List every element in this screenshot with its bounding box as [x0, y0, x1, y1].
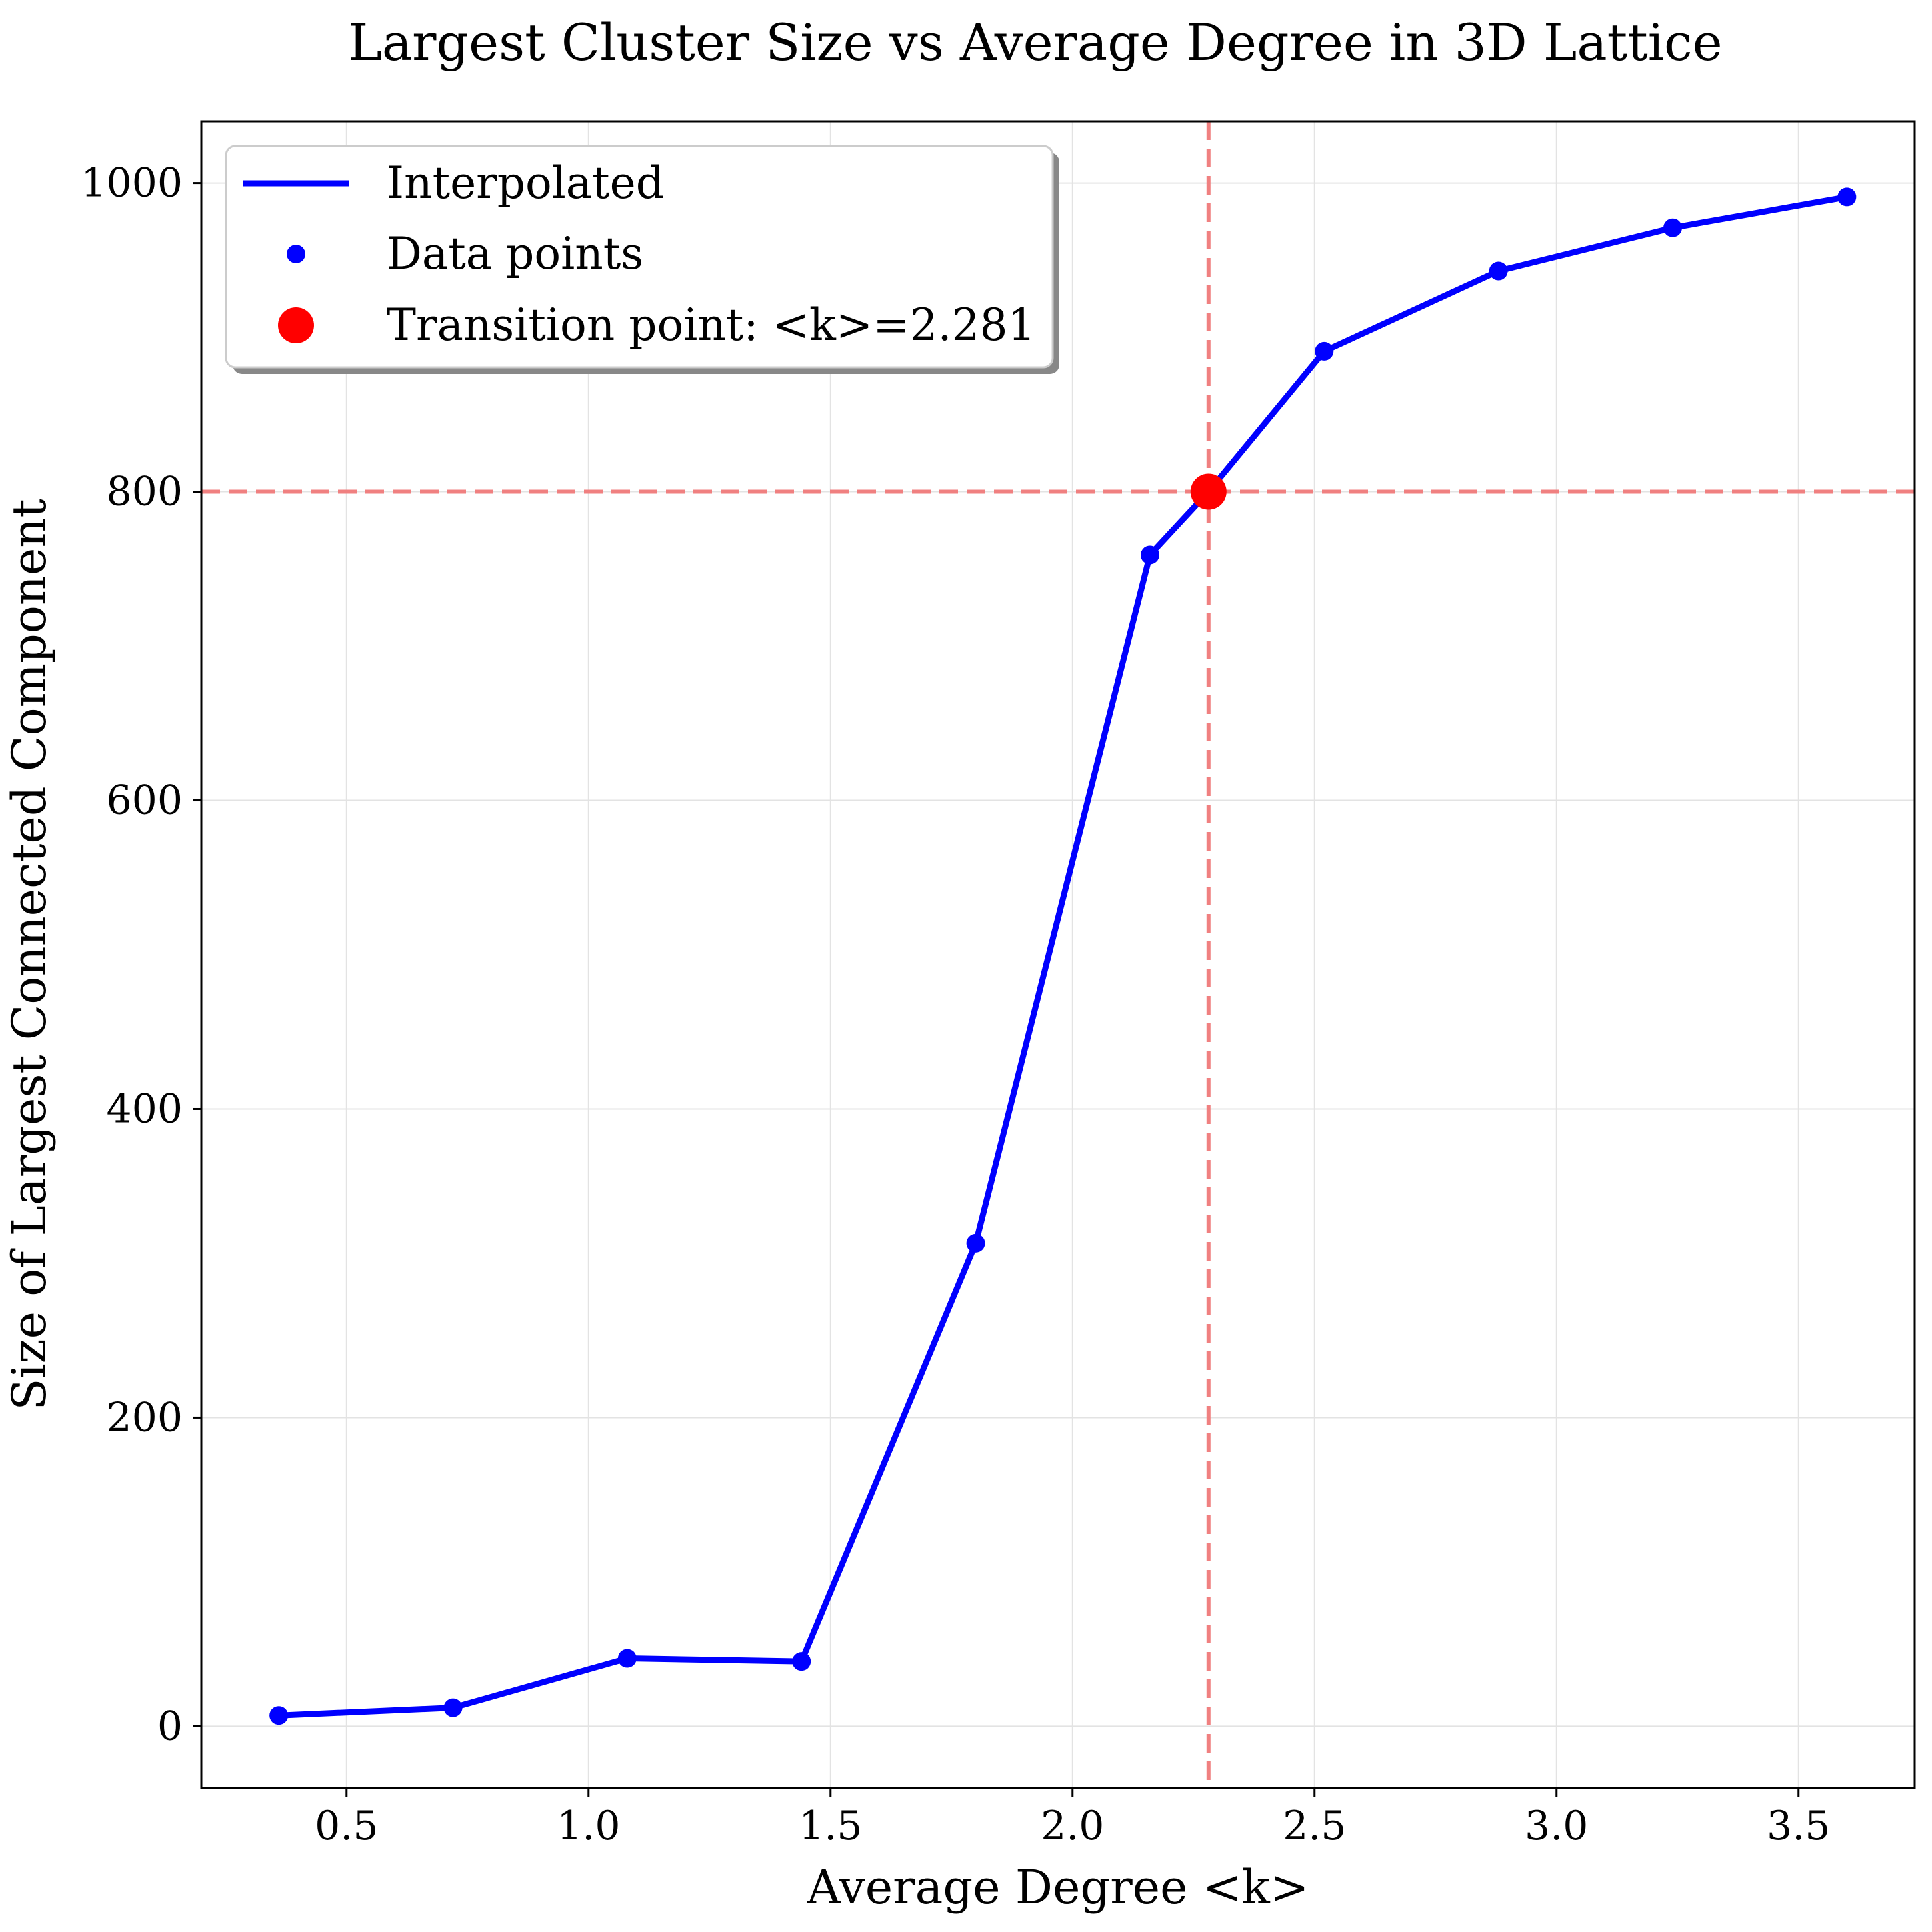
y-tick-label: 200: [106, 1394, 183, 1441]
legend: Interpolated Data points Transition poin…: [225, 145, 1059, 374]
x-tick-label: 0.5: [315, 1803, 378, 1849]
x-tick-label: 3.0: [1525, 1803, 1588, 1849]
x-tick-label: 2.5: [1283, 1803, 1346, 1849]
legend-transition-swatch: [278, 307, 314, 343]
y-tick-label: 1000: [81, 160, 183, 207]
plot-series: [269, 187, 1857, 1725]
data-point: [1837, 187, 1857, 207]
data-point: [792, 1652, 811, 1671]
data-point: [966, 1233, 985, 1253]
data-point: [617, 1649, 637, 1668]
x-tick-label: 1.5: [799, 1803, 862, 1849]
y-tick-label: 0: [157, 1703, 183, 1749]
y-tick-label: 600: [106, 777, 183, 824]
reference-lines: [201, 121, 1915, 1788]
legend-label-data-points: Data points: [387, 228, 643, 279]
y-tick-label: 400: [106, 1085, 183, 1132]
legend-label-transition: Transition point: <k>=2.281: [387, 299, 1035, 351]
data-point: [443, 1698, 463, 1717]
data-point: [1140, 545, 1159, 565]
x-axis-label: Average Degree <k>: [806, 1860, 1309, 1915]
y-axis-label: Size of Largest Connected Component: [2, 499, 57, 1410]
x-tick-label: 1.0: [557, 1803, 620, 1849]
chart-title: Largest Cluster Size vs Average Degree i…: [348, 13, 1722, 72]
legend-box: [225, 145, 1054, 369]
data-point: [1489, 261, 1508, 281]
y-axis-ticks: 0 200 400 600 800 1000: [81, 160, 201, 1749]
grid: [201, 121, 1915, 1788]
legend-label-interpolated: Interpolated: [387, 157, 664, 209]
data-point: [1315, 341, 1334, 361]
data-point: [1663, 218, 1683, 237]
legend-point-swatch: [287, 245, 305, 263]
x-tick-label: 3.5: [1767, 1803, 1830, 1849]
data-point: [269, 1706, 289, 1725]
transition-point-marker: [1190, 473, 1227, 510]
x-axis-ticks: 0.5 1.0 1.5 2.0 2.5 3.0 3.5: [315, 1788, 1830, 1849]
x-tick-label: 2.0: [1041, 1803, 1104, 1849]
plot-frame: [200, 120, 1916, 1789]
y-tick-label: 800: [106, 469, 183, 515]
